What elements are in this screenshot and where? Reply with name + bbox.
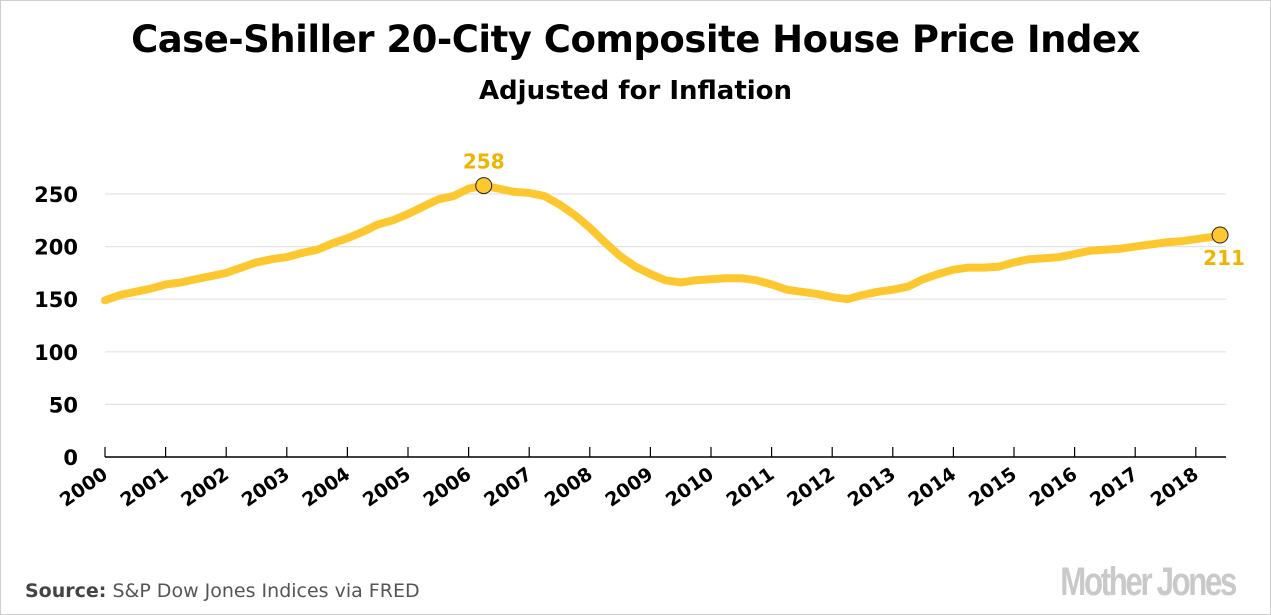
x-tick-label: 2007 (480, 463, 536, 511)
y-tick-label: 100 (34, 341, 78, 365)
x-tick-label: 2010 (662, 463, 718, 511)
x-tick-label: 2017 (1086, 463, 1142, 511)
x-tick-label: 2002 (177, 463, 233, 511)
annotation-marker (1211, 226, 1229, 244)
x-tick-label: 2000 (56, 463, 112, 511)
x-tick-label: 2018 (1147, 463, 1203, 511)
chart-title: Case-Shiller 20-City Composite House Pri… (131, 18, 1140, 61)
x-tick-label: 2011 (723, 463, 779, 511)
annotation-label: 211 (1203, 246, 1245, 270)
x-tick-label: 2008 (541, 463, 597, 511)
series-line (101, 181, 1224, 305)
x-tick-label: 2005 (359, 463, 415, 511)
x-tick-label: 2012 (783, 463, 839, 511)
gridlines (105, 193, 1226, 405)
y-tick-label: 250 (34, 183, 78, 207)
mother-jones-logo: Mother Jones (1060, 560, 1237, 604)
source-text: S&P Dow Jones Indices via FRED (112, 580, 420, 602)
annotations-layer: 258 211 (463, 150, 1245, 270)
y-tick-label: 50 (49, 393, 78, 417)
x-tick-label: 2003 (238, 463, 294, 511)
source-note: Source: S&P Dow Jones Indices via FRED (25, 580, 420, 602)
x-axis: 2000 2001 2002 2003 2004 2005 2006 2007 2008 2009… (56, 447, 1226, 511)
y-axis-ticks: 0 50 100 150 200 250 (34, 183, 78, 470)
x-tick-label: 2006 (420, 463, 476, 511)
source-label: Source: (25, 580, 107, 602)
y-tick-label: 0 (63, 446, 78, 470)
x-tick-label: 2001 (117, 463, 173, 511)
x-tick-label: 2015 (965, 463, 1021, 511)
series-layer (101, 181, 1224, 305)
y-tick-label: 200 (34, 236, 78, 260)
chart-subtitle: Adjusted for Inflation (478, 76, 793, 106)
x-tick-label: 2013 (844, 463, 900, 511)
x-tick-label: 2004 (298, 463, 354, 511)
annotation-label: 258 (463, 150, 505, 174)
annotation-marker (475, 177, 493, 195)
x-tick-label: 2009 (601, 463, 657, 511)
x-tick-label: 2014 (904, 463, 960, 511)
y-tick-label: 150 (34, 288, 78, 312)
x-tick-label: 2016 (1026, 463, 1082, 511)
